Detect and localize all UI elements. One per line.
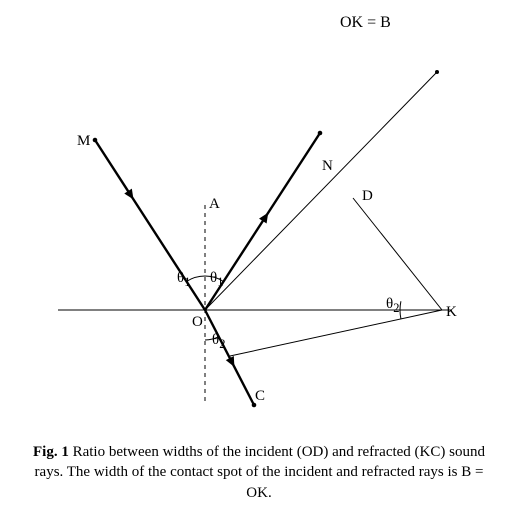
header-equation: OK = B	[340, 14, 391, 32]
ray-diagram	[0, 0, 518, 420]
caption-text: Ratio between widths of the incident (OD…	[35, 444, 485, 501]
caption-prefix: Fig. 1	[33, 444, 69, 460]
figure-caption: Fig. 1 Ratio between widths of the incid…	[0, 442, 518, 503]
label-D: D	[362, 188, 373, 205]
label-K: K	[446, 304, 457, 321]
angle-theta1-right: θ1	[210, 270, 223, 290]
angle-theta2-K: θ2	[386, 296, 399, 316]
figure-container: OK = B M N D A O K C θ1 θ1 θ2 θ2 Fig. 1 …	[0, 0, 518, 517]
label-A: A	[209, 196, 220, 213]
label-N: N	[322, 158, 333, 175]
angle-theta1-left: θ1	[177, 270, 190, 290]
label-M: M	[77, 133, 90, 150]
label-C: C	[255, 388, 265, 405]
angle-theta2-O: θ2	[212, 332, 225, 352]
label-O: O	[192, 314, 203, 331]
